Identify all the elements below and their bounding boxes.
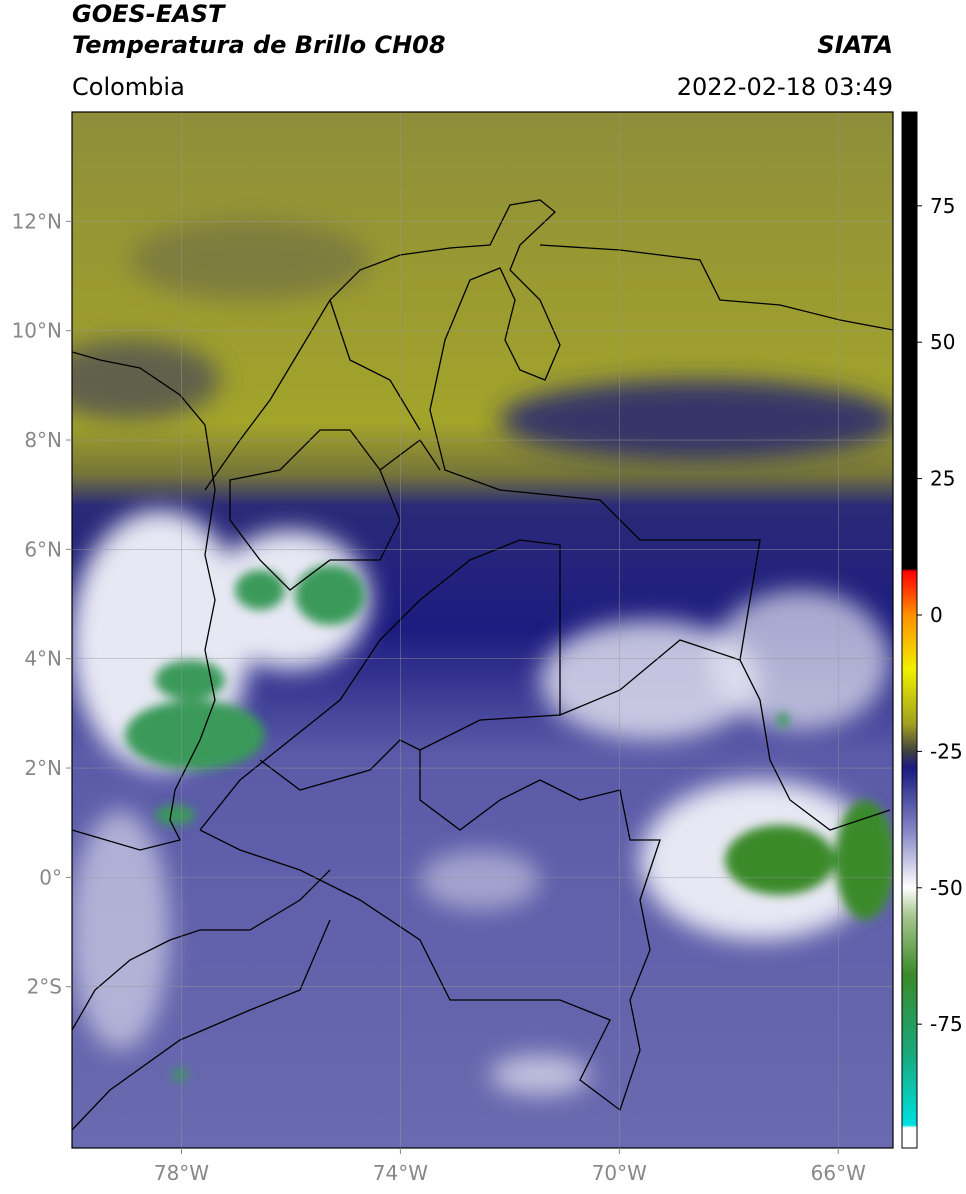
y-tick-label: 8°N	[24, 428, 62, 452]
map-frame	[71, 111, 894, 1149]
y-tick-label: 6°N	[24, 537, 62, 561]
imagery	[72, 112, 893, 1148]
colorbar-tick-label: 50	[930, 330, 955, 354]
region: Colombia	[72, 73, 185, 101]
colorbar	[901, 111, 918, 1149]
colorbar-tick-label: 75	[930, 194, 955, 218]
colorbar-tick-label: -50	[930, 876, 963, 900]
y-tick-label: 0°	[39, 865, 62, 889]
x-tick-label: 78°W	[154, 1161, 209, 1185]
y-tick-label: 4°N	[24, 647, 62, 671]
source: SIATA	[817, 31, 893, 59]
title: GOES-EAST	[72, 0, 226, 28]
colorbar-tick-label: 0	[930, 603, 943, 627]
datetime: 2022-02-18 03:49	[677, 73, 893, 101]
y-tick-label: 10°N	[12, 319, 62, 343]
subtitle: Temperatura de Brillo CH08	[72, 31, 446, 59]
colorbar-tick-label: 25	[930, 467, 955, 491]
y-tick-label: 2°S	[27, 975, 62, 999]
x-tick-label: 66°W	[811, 1161, 866, 1185]
colorbar-tick-label: -25	[930, 739, 963, 763]
y-tick-label: 12°N	[12, 209, 62, 233]
colorbar-tick-label: -75	[930, 1012, 963, 1036]
x-tick-label: 74°W	[373, 1161, 428, 1185]
x-tick-label: 70°W	[592, 1161, 647, 1185]
y-tick-label: 2°N	[24, 756, 62, 780]
